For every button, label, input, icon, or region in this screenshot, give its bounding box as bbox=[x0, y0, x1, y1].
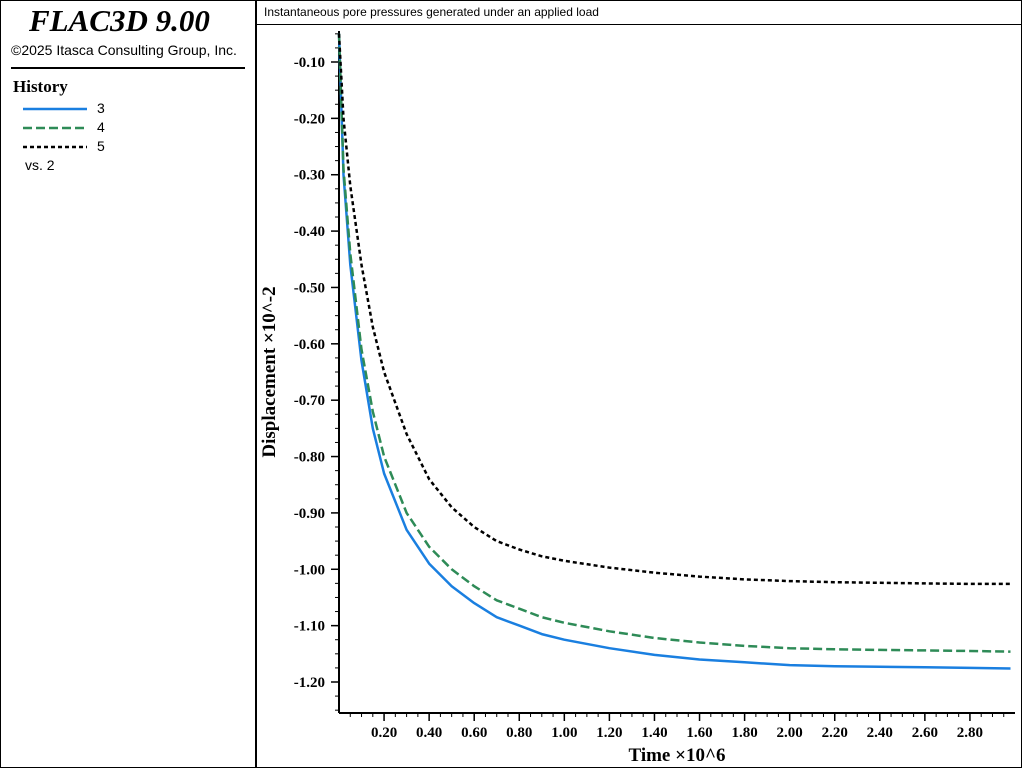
plot-title: Instantaneous pore pressures generated u… bbox=[264, 5, 599, 19]
x-tick-label: 0.20 bbox=[371, 725, 397, 741]
legend-item-5: 5 bbox=[23, 138, 223, 156]
plot-title-strip: Instantaneous pore pressures generated u… bbox=[257, 1, 1021, 25]
header-divider bbox=[11, 67, 245, 69]
copyright-text: ©2025 Itasca Consulting Group, Inc. bbox=[11, 42, 237, 58]
x-tick-label: 0.40 bbox=[416, 725, 442, 741]
legend-label-5: 5 bbox=[97, 138, 105, 154]
series-line-3 bbox=[337, 33, 1011, 670]
y-tick-label: -1.00 bbox=[294, 562, 325, 578]
x-tick-label: 0.60 bbox=[461, 725, 487, 741]
chart: -0.10 -0.20 -0.30 -0.40 -0.50 -0.60 -0.70 -0.80… bbox=[259, 31, 1015, 766]
y-tick-label: -0.90 bbox=[294, 506, 325, 522]
y-tick-label: -0.70 bbox=[294, 393, 325, 409]
legend-panel: FLAC3D 9.00 ©2025 Itasca Consulting Grou… bbox=[0, 0, 256, 768]
plot-panel: Instantaneous pore pressures generated u… bbox=[256, 0, 1022, 768]
x-tick-label: 1.60 bbox=[686, 725, 712, 741]
legend-swatch-5 bbox=[23, 145, 87, 149]
series-line-4 bbox=[337, 33, 1011, 653]
y-tick-label: -1.20 bbox=[294, 675, 325, 691]
legend-item-4: 4 bbox=[23, 119, 223, 137]
x-tick-label: 1.80 bbox=[731, 725, 757, 741]
y-tick-label: -0.50 bbox=[294, 280, 325, 296]
legend-label-4: 4 bbox=[97, 119, 105, 135]
legend-label-3: 3 bbox=[97, 100, 105, 116]
x-tick-label: 2.40 bbox=[867, 725, 893, 741]
series-line-5 bbox=[337, 33, 1011, 586]
x-tick-label: 2.60 bbox=[912, 725, 938, 741]
y-tick-label: -0.10 bbox=[294, 55, 325, 71]
y-tick-label: -0.40 bbox=[294, 224, 325, 240]
x-axis-label: Time ×10^6 bbox=[629, 745, 726, 766]
x-tick-label: 2.20 bbox=[822, 725, 848, 741]
app-title: FLAC3D 9.00 bbox=[29, 3, 210, 38]
y-tick-label: -0.60 bbox=[294, 337, 325, 353]
legend-swatch-4 bbox=[23, 126, 87, 130]
x-tick-label: 2.80 bbox=[957, 725, 983, 741]
x-tick-label: 1.00 bbox=[551, 725, 577, 741]
legend-item-3: 3 bbox=[23, 100, 223, 118]
x-tick-label: 2.00 bbox=[777, 725, 803, 741]
y-tick-label: -0.20 bbox=[294, 111, 325, 127]
y-tick-label: -0.80 bbox=[294, 450, 325, 466]
legend-vs-label: vs. 2 bbox=[25, 157, 55, 173]
x-tick-label: 1.20 bbox=[596, 725, 622, 741]
y-tick-label: -1.10 bbox=[294, 619, 325, 635]
x-tick-label: 0.80 bbox=[506, 725, 532, 741]
y-tick-label: -0.30 bbox=[294, 168, 325, 184]
legend-swatch-3 bbox=[23, 107, 87, 111]
x-tick-label: 1.40 bbox=[641, 725, 667, 741]
legend-heading: History bbox=[13, 77, 68, 96]
y-axis-label: Displacement ×10^-2 bbox=[259, 286, 280, 457]
